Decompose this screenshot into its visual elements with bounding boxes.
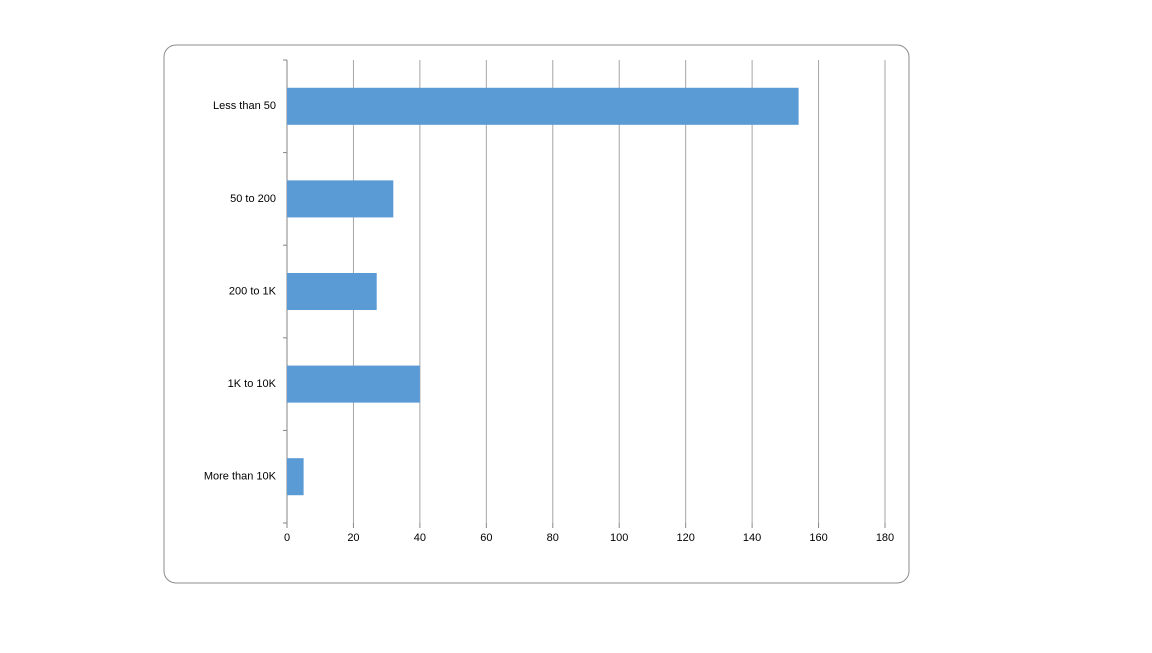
bar xyxy=(287,87,799,125)
y-tick-label: Less than 50 xyxy=(213,100,276,112)
y-tick-label: 1K to 10K xyxy=(228,378,277,390)
x-tick-label: 20 xyxy=(347,532,359,544)
x-tick-label: 160 xyxy=(809,532,827,544)
x-tick-label: 100 xyxy=(610,532,628,544)
y-tick-label: More than 10K xyxy=(204,471,277,483)
x-tick-label: 180 xyxy=(876,532,894,544)
x-tick-label: 140 xyxy=(743,532,761,544)
x-tick-label: 0 xyxy=(284,532,290,544)
y-tick-label: 200 to 1K xyxy=(229,285,277,297)
bar xyxy=(287,180,394,218)
bar xyxy=(287,365,420,403)
x-tick-label: 60 xyxy=(480,532,492,544)
bar xyxy=(287,272,377,311)
chart-frame xyxy=(163,44,910,584)
bar xyxy=(287,458,304,496)
x-tick-label: 40 xyxy=(414,532,426,544)
y-tick-label: 50 to 200 xyxy=(230,193,276,205)
x-tick-label: 120 xyxy=(676,532,694,544)
x-tick-label: 80 xyxy=(547,532,559,544)
